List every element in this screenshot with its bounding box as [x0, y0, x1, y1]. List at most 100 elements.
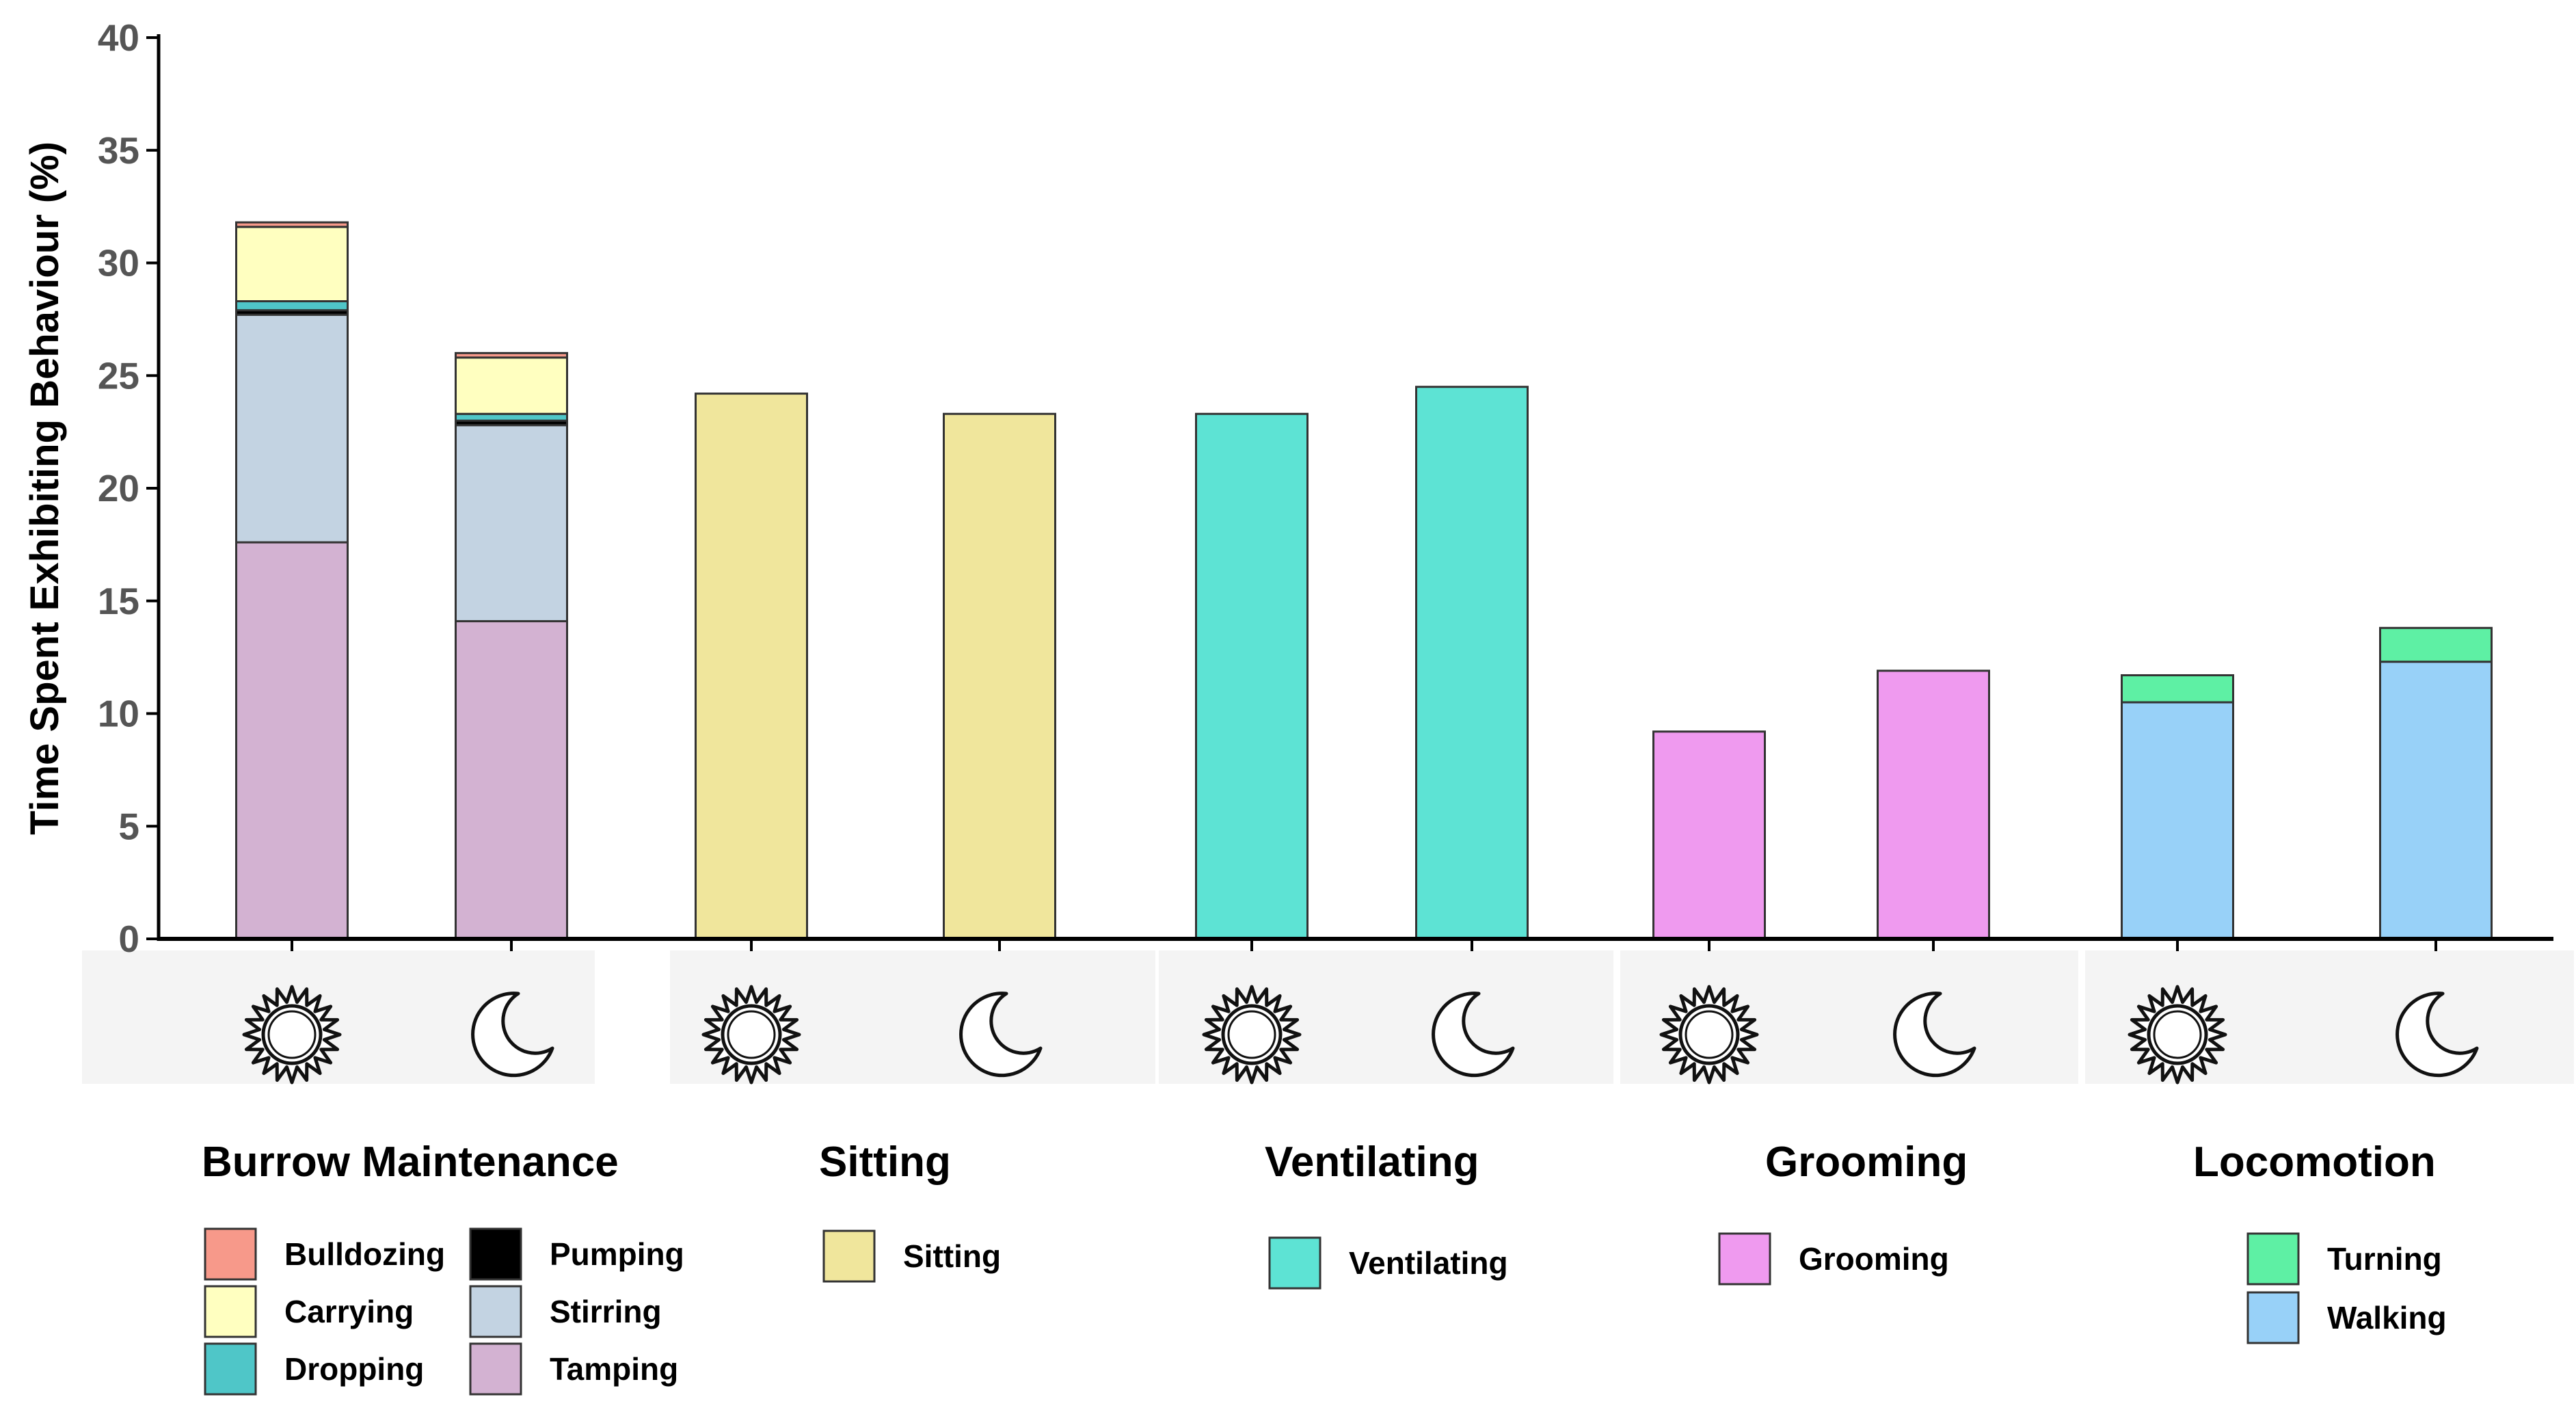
legend-group-locomotion: Locomotion Turning Walking — [2193, 1139, 2447, 1344]
legend-label: Tamping — [550, 1351, 678, 1387]
moon-icon — [2396, 992, 2479, 1078]
legend-swatch — [204, 1285, 257, 1338]
y-tick-label: 25 — [98, 354, 139, 397]
legend-item-tamping: Tamping — [469, 1342, 678, 1396]
moon-crescent — [2396, 992, 2479, 1078]
y-tick-label: 5 — [118, 805, 139, 847]
period-icons — [242, 985, 2479, 1085]
legend-group-title: Sitting — [819, 1139, 951, 1186]
legend-item-stirring: Stirring — [469, 1285, 662, 1338]
legend-item-dropping: Dropping — [204, 1342, 424, 1396]
legend-group-title: Ventilating — [1265, 1139, 1479, 1186]
bar-segment-tamping — [455, 620, 568, 940]
sun-inner-ring — [1227, 1010, 1276, 1059]
legend-label: Stirring — [550, 1294, 662, 1329]
legend-label: Ventilating — [1349, 1245, 1508, 1281]
moon-crescent — [471, 992, 554, 1078]
legend-item-walking: Walking — [2246, 1291, 2447, 1344]
bar-burrow-maintenance-sun — [235, 221, 349, 940]
y-tick-label: 20 — [98, 467, 139, 509]
y-tick-label: 10 — [98, 693, 139, 735]
legend-swatch — [204, 1342, 257, 1396]
sun-disc — [1221, 1004, 1283, 1065]
bar-segment-stirring — [455, 424, 568, 622]
y-tick-label: 30 — [98, 242, 139, 284]
bar-segment-stirring — [235, 313, 349, 544]
legend-swatch — [2246, 1232, 2300, 1286]
moon-crescent — [959, 992, 1043, 1078]
legend-label: Grooming — [1799, 1241, 1949, 1277]
legend-swatch — [469, 1285, 522, 1338]
sun-icon — [242, 985, 342, 1085]
bar-segment-tamping — [235, 541, 349, 940]
y-tick-label: 0 — [118, 918, 139, 960]
legend-item-ventilating: Ventilating — [1268, 1236, 1508, 1290]
y-tick-label: 15 — [98, 580, 139, 622]
bar-segment-walking — [2379, 661, 2493, 940]
bar-segment-carrying — [455, 356, 568, 415]
sun-inner-ring — [1685, 1010, 1734, 1059]
bar-segment-bulldozing — [235, 221, 349, 228]
legend-swatch — [1718, 1232, 1771, 1286]
sun-icon — [1202, 985, 1302, 1085]
legend: Burrow Maintenance Bulldozing Pumping Carry… — [202, 1139, 2447, 1396]
legend-label: Turning — [2327, 1241, 2442, 1277]
sun-inner-ring — [267, 1010, 317, 1059]
legend-item-turning: Turning — [2246, 1232, 2442, 1286]
bar-grooming-sun — [1652, 730, 1766, 940]
moon-icon — [1893, 992, 1976, 1078]
legend-swatch — [469, 1342, 522, 1396]
legend-label: Bulldozing — [284, 1236, 445, 1272]
legend-group-sitting: Sitting Sitting — [819, 1139, 1001, 1283]
legend-group-title: Locomotion — [2193, 1139, 2436, 1186]
bars — [235, 221, 2493, 940]
sun-disc — [261, 1004, 323, 1065]
y-tick-label: 35 — [98, 129, 139, 172]
axes: 0 5 10 15 20 25 30 35 40 Time Spent Exhibiting Be… — [23, 16, 2553, 960]
bar-segment-sitting — [943, 412, 1056, 940]
sun-icon — [1659, 985, 1759, 1085]
bar-segment-walking — [2121, 701, 2234, 940]
legend-item-sitting: Sitting — [822, 1229, 1001, 1283]
legend-label: Walking — [2327, 1300, 2447, 1335]
legend-swatch — [2246, 1291, 2300, 1344]
legend-group-ventilating: Ventilating Ventilating — [1265, 1139, 1508, 1290]
bar-ventilating-sun — [1195, 412, 1309, 940]
bar-grooming-moon — [1877, 669, 1990, 940]
legend-swatch — [822, 1229, 876, 1283]
legend-group-burrow-maintenance: Burrow Maintenance Bulldozing Pumping Carry… — [202, 1139, 684, 1396]
legend-group-title: Burrow Maintenance — [202, 1139, 619, 1186]
y-axis-label: Time Spent Exhibiting Behaviour (%) — [23, 142, 67, 835]
legend-item-grooming: Grooming — [1718, 1232, 1949, 1286]
moon-crescent — [1893, 992, 1976, 1078]
moon-crescent — [1432, 992, 1515, 1078]
sun-disc — [721, 1004, 782, 1065]
legend-item-carrying: Carrying — [204, 1285, 414, 1338]
bar-segment-dropping — [235, 300, 349, 312]
bar-segment-turning — [2379, 626, 2493, 663]
legend-label: Sitting — [903, 1238, 1001, 1274]
legend-swatch — [204, 1227, 257, 1281]
legend-item-pumping: Pumping — [469, 1227, 684, 1281]
bar-locomotion-moon — [2379, 626, 2493, 940]
bar-segment-carrying — [235, 226, 349, 303]
bar-segment-turning — [2121, 674, 2234, 704]
sun-disc — [2147, 1004, 2208, 1065]
bar-segment-ventilating — [1415, 386, 1529, 940]
moon-icon — [1432, 992, 1515, 1078]
moon-icon — [471, 992, 554, 1078]
sun-icon — [701, 985, 801, 1085]
sun-inner-ring — [727, 1010, 776, 1059]
bar-segment-ventilating — [1195, 412, 1309, 940]
legend-swatch — [1268, 1236, 1321, 1290]
legend-label: Carrying — [284, 1294, 414, 1329]
bar-segment-grooming — [1877, 669, 1990, 940]
legend-label: Dropping — [284, 1351, 424, 1387]
sun-disc — [1678, 1004, 1740, 1065]
bar-segment-bulldozing — [455, 351, 568, 359]
legend-group-title: Grooming — [1765, 1139, 1968, 1186]
sun-icon — [2128, 985, 2227, 1085]
bar-sitting-sun — [695, 393, 808, 940]
bar-segment-grooming — [1652, 730, 1766, 940]
